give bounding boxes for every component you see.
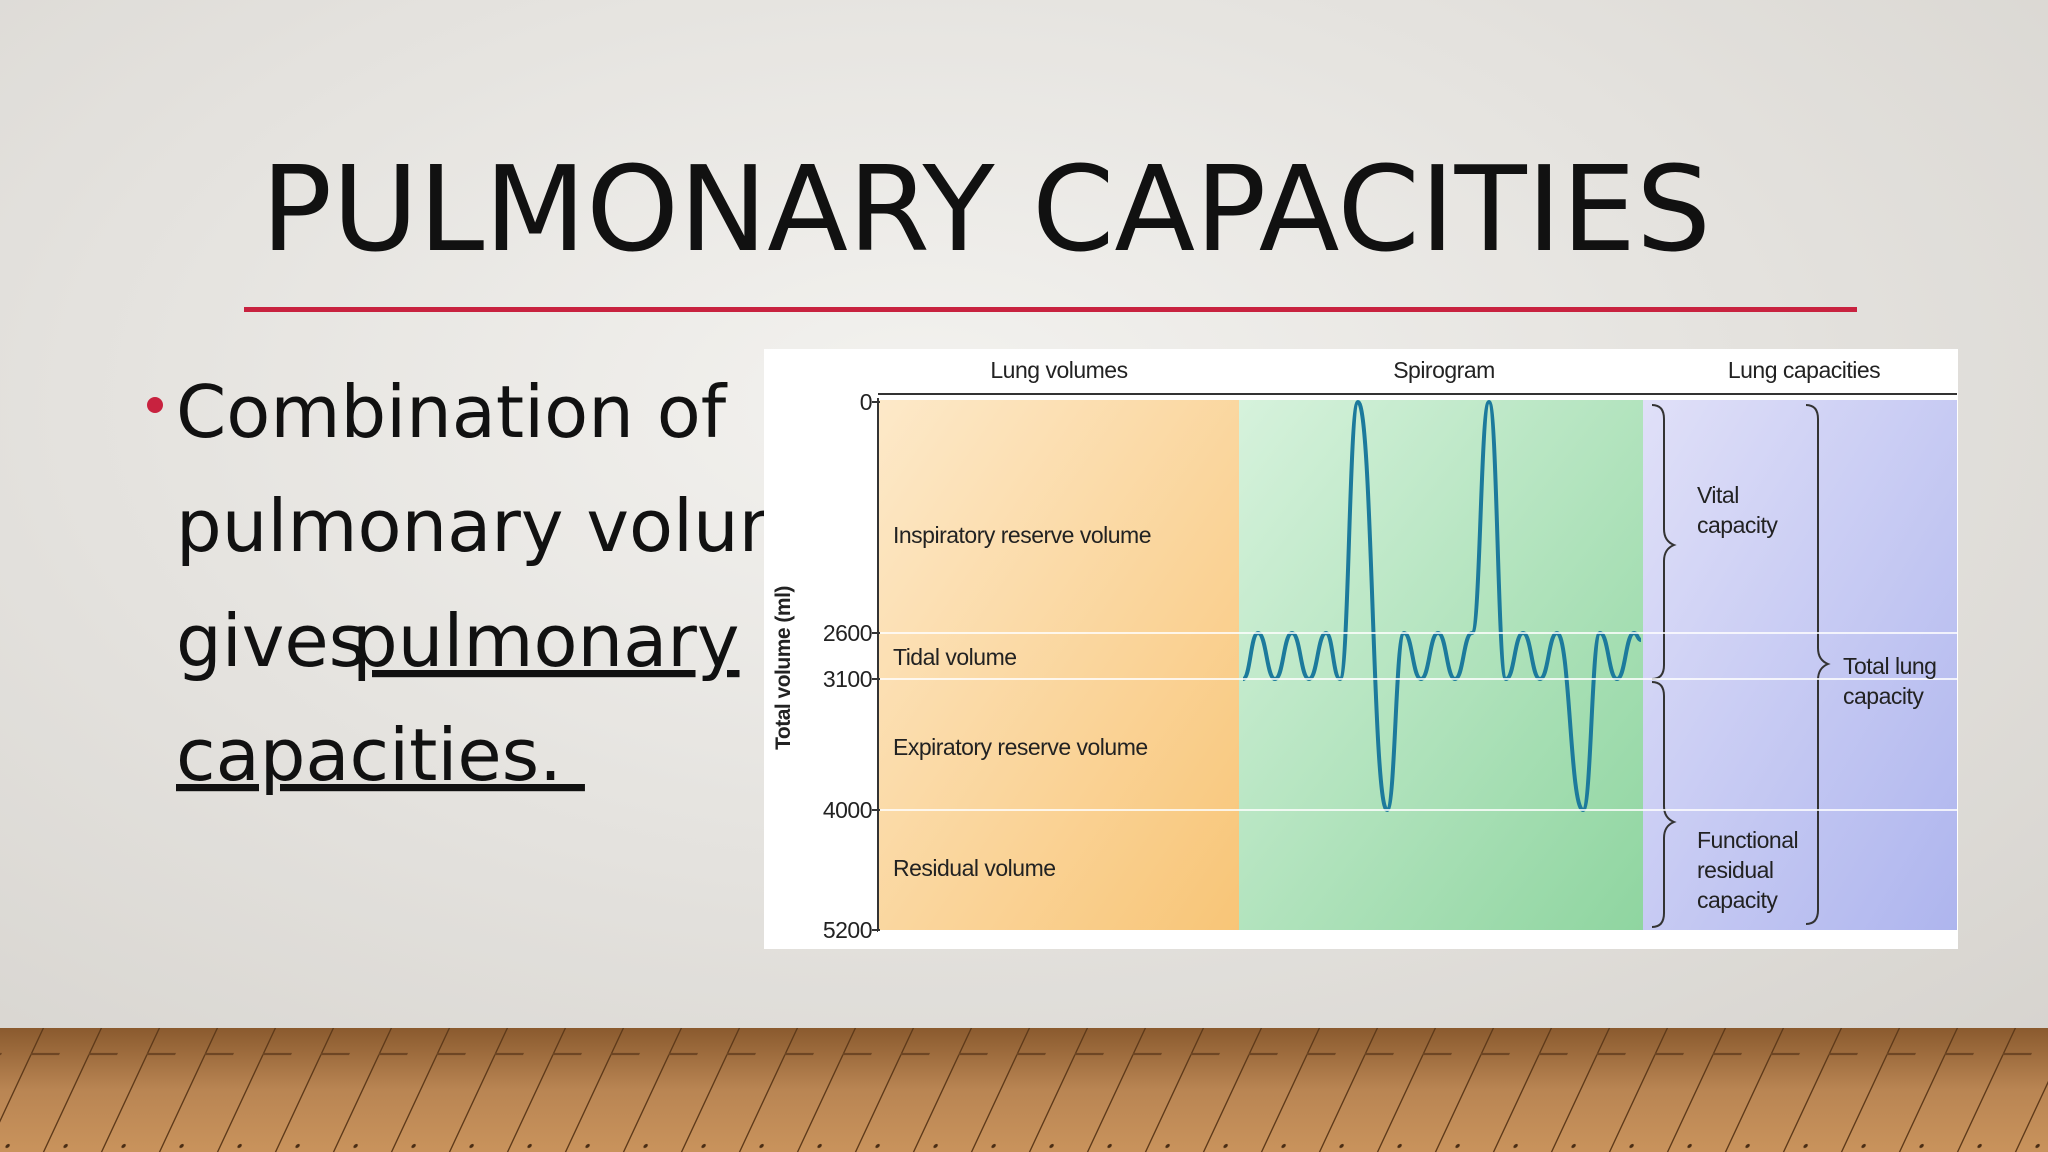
capacity-label: Functional <box>1697 827 1798 853</box>
column-header: Lung volumes <box>990 357 1127 383</box>
volume-label: Inspiratory reserve volume <box>893 522 1151 548</box>
volume-label: Expiratory reserve volume <box>893 734 1148 760</box>
floor-planks <box>0 1028 2048 1152</box>
bullet-link[interactable]: capacities. <box>176 713 585 797</box>
y-tick-label: 3100 <box>823 666 872 692</box>
volume-label: Tidal volume <box>893 644 1017 670</box>
tlc-brace <box>1805 404 1831 925</box>
capacity-label: capacity <box>1843 683 1924 709</box>
column-header: Spirogram <box>1393 357 1495 383</box>
y-tick-label: 2600 <box>823 620 872 646</box>
volume-label: Residual volume <box>893 855 1056 881</box>
y-tick-label: 0 <box>860 389 872 415</box>
vital-brace <box>1651 404 1677 680</box>
bullet-text: pulmonary volume <box>176 484 853 568</box>
slide-title: PULMONARY CAPACITIES <box>261 140 1711 278</box>
spirogram-column <box>1239 400 1643 930</box>
bullet-text: Combination of <box>176 370 728 454</box>
bullet-text: gives <box>176 599 366 683</box>
bullet-link[interactable]: pulmonary <box>352 599 740 683</box>
capacity-label: Vital <box>1697 482 1739 508</box>
capacity-label: capacity <box>1697 512 1778 538</box>
y-tick-label: 5200 <box>823 917 872 943</box>
volumes-column <box>878 400 1239 930</box>
capacity-label: residual <box>1697 857 1774 883</box>
y-axis-label: Total volume (ml) <box>772 586 795 750</box>
bullet-dot <box>147 397 163 413</box>
capacity-label: capacity <box>1697 887 1778 913</box>
capacities-column <box>1643 400 1957 930</box>
y-tick-label: 4000 <box>823 797 872 823</box>
capacity-label: Total lung <box>1843 653 1936 679</box>
column-header: Lung capacities <box>1728 357 1880 383</box>
title-rule <box>244 307 1857 312</box>
frc-brace <box>1651 681 1677 928</box>
spirogram-trace <box>1241 399 1642 813</box>
spirogram-figure: Lung volumes Spirogram Lung capacities T… <box>764 349 1958 949</box>
